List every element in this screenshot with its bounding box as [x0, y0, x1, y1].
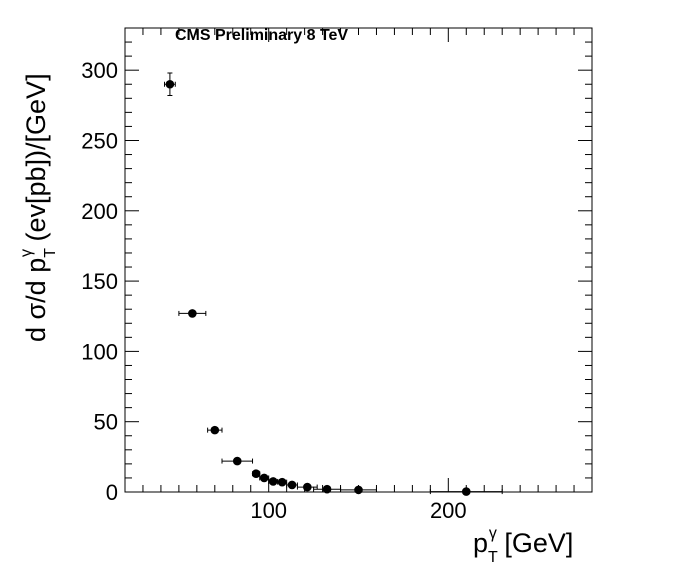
y-axis-label-prefix: d σ/d p: [21, 258, 51, 342]
y-tick-label: 0: [106, 480, 118, 505]
plot-frame: [124, 27, 593, 493]
data-point: [268, 477, 279, 486]
data-marker: [268, 477, 278, 486]
data-point: [277, 477, 288, 487]
data-marker: [277, 477, 287, 487]
data-marker: [287, 480, 297, 490]
y-axis-label-sub: T: [42, 248, 59, 258]
data-marker: [461, 487, 471, 496]
data-point: [178, 309, 207, 318]
y-tick-label: 100: [81, 339, 118, 364]
y-tick-label: 50: [94, 410, 118, 435]
x-tick-label: 100: [250, 498, 287, 523]
x-axis-label-sub: T: [488, 549, 498, 566]
y-tick-label: 150: [81, 269, 118, 294]
data-marker: [165, 79, 175, 89]
data-point: [251, 469, 261, 479]
data-point: [221, 456, 254, 466]
y-axis-label: d σ/d pTγ (ev[pb])/[GeV]: [18, 73, 59, 342]
y-tick-label: 200: [81, 199, 118, 224]
data-point: [164, 72, 176, 96]
data-point: [207, 425, 223, 435]
y-tick-label: 300: [81, 58, 118, 83]
x-axis-tick-labels: 100 200: [250, 498, 466, 523]
data-marker: [251, 469, 261, 479]
data-marker: [303, 482, 312, 492]
data-marker: [322, 484, 332, 494]
data-marker: [259, 473, 269, 483]
x-axis-label-sup: γ: [489, 525, 497, 542]
chart-title: CMS Preliminary 8 TeV: [175, 27, 348, 44]
data-point: [313, 484, 342, 494]
x-axis-label-suffix: [GeV]: [497, 528, 574, 558]
data-marker: [188, 309, 197, 318]
data-point: [429, 487, 503, 496]
x-tick-label: 200: [430, 498, 467, 523]
data-marker: [232, 456, 242, 466]
data-marker: [354, 485, 363, 495]
y-axis-label-suffix: (ev[pb])/[GeV]: [21, 73, 51, 249]
data-marker: [210, 425, 220, 435]
data-points: [164, 72, 503, 496]
y-axis-label-sup: γ: [18, 249, 35, 257]
x-axis-label-prefix: p: [473, 528, 488, 558]
data-point: [340, 485, 377, 495]
x-axis-ticks: [142, 28, 575, 492]
data-point: [286, 480, 298, 490]
data-point: [259, 473, 270, 483]
y-axis-ticks: [125, 41, 592, 493]
y-axis-tick-labels: 0 50 100 150 200 250 300: [81, 58, 118, 505]
y-tick-label: 250: [81, 128, 118, 153]
data-point: [296, 482, 318, 492]
x-axis-label: pTγ [GeV]: [473, 525, 573, 566]
